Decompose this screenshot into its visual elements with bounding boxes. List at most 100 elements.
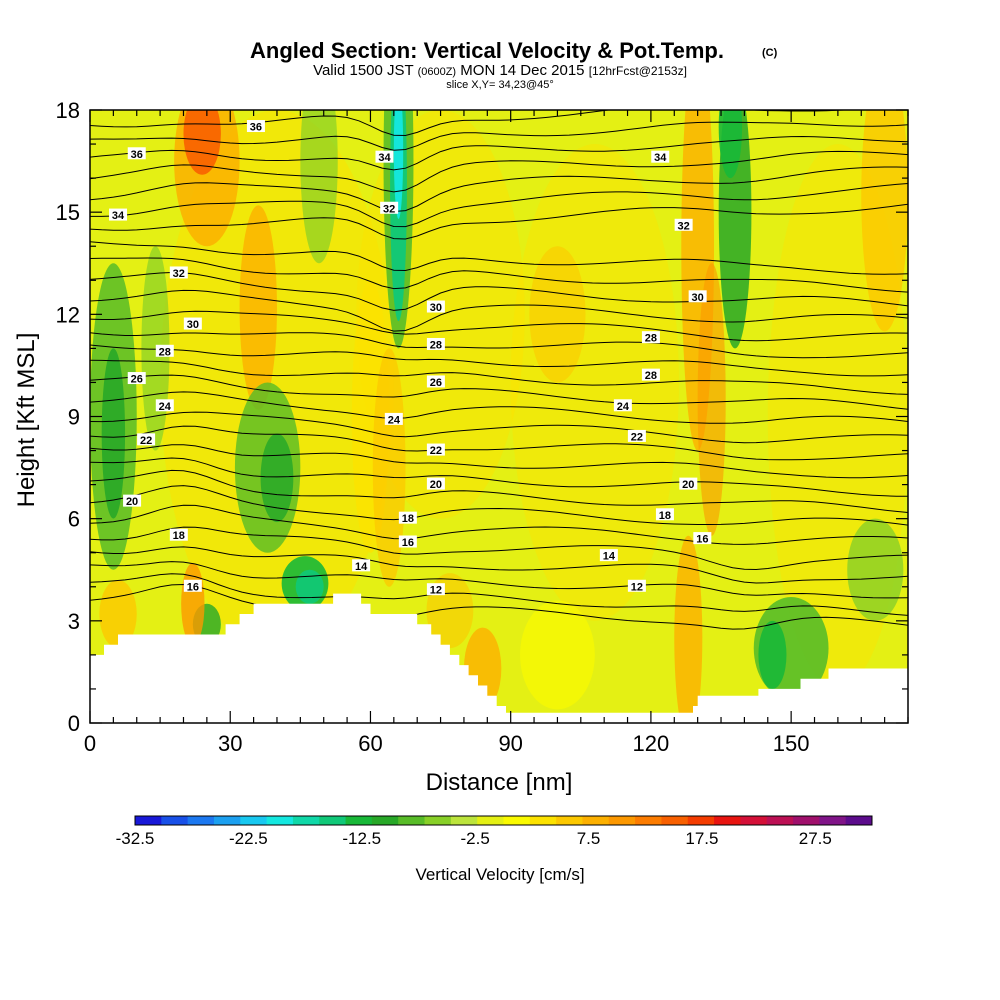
valid-prefix: Valid 1500 JST (313, 62, 413, 79)
colorbar-swatch (319, 816, 347, 825)
theta-contour-line (90, 425, 908, 461)
colorbar-tick-label: 7.5 (577, 829, 601, 848)
contour-label-bg (641, 331, 660, 344)
contour-label: 26 (426, 375, 445, 389)
contour-label: 14 (352, 559, 371, 573)
contour-label: 18 (655, 508, 674, 522)
contour-label: 18 (169, 528, 188, 542)
contour-label-bg (109, 208, 128, 221)
contour-label: 34 (651, 150, 670, 164)
contour-label-text: 26 (131, 374, 143, 386)
contour-label-bg (426, 477, 445, 490)
vertical-velocity-field (90, 110, 908, 723)
x-tick-label: 30 (218, 731, 242, 756)
contour-label: 22 (137, 433, 156, 447)
colorbar-tick-label: 27.5 (799, 829, 832, 848)
colorbar-swatch (450, 816, 478, 825)
contour-label-text: 34 (654, 152, 667, 164)
velocity-cell (697, 263, 726, 536)
contour-label-text: 32 (173, 268, 185, 280)
contour-label-bg (655, 508, 674, 521)
colorbar-swatch (793, 816, 820, 825)
theta-contour-line (90, 183, 908, 228)
contour-label-bg (384, 412, 403, 425)
contour-label-bg (169, 528, 188, 541)
contour-label-text: 30 (430, 302, 442, 314)
contour-label: 24 (384, 412, 403, 426)
y-tick-label: 6 (68, 507, 80, 532)
slice-info: slice X,Y= 34,23@45° (446, 79, 554, 91)
contour-label-text: 16 (402, 537, 414, 549)
x-tick-label: 0 (84, 731, 96, 756)
contour-label-text: 18 (402, 513, 414, 525)
theta-contour-line (90, 546, 908, 584)
contour-label-text: 28 (159, 346, 171, 358)
theta-contour-line (90, 469, 908, 513)
colorbar-swatch (608, 816, 636, 825)
contour-label: 16 (398, 535, 417, 549)
theta-contour-line (90, 457, 908, 497)
contour-label: 24 (613, 399, 632, 413)
contour-label-text: 34 (112, 210, 125, 222)
contour-label: 16 (693, 532, 712, 546)
contour-label: 22 (627, 429, 646, 443)
colorbar-swatch (714, 816, 741, 825)
velocity-cell (181, 562, 205, 645)
x-tick-label: 150 (773, 731, 810, 756)
contour-label: 12 (627, 579, 646, 593)
contour-label-text: 20 (682, 479, 694, 491)
colorbar-swatch (477, 816, 504, 825)
y-tick-label: 18 (56, 98, 80, 123)
velocity-cell (718, 110, 743, 179)
contour-label-text: 28 (430, 339, 442, 351)
colorbar-swatch (345, 816, 373, 825)
velocity-cell (372, 348, 406, 587)
y-tick-label: 3 (68, 609, 80, 634)
contour-label-text: 20 (430, 479, 442, 491)
contour-label-text: 12 (631, 581, 643, 593)
theta-contour-line (90, 344, 908, 377)
colorbar (134, 815, 873, 826)
contour-label-bg (679, 477, 698, 490)
contour-label-text: 24 (617, 401, 630, 413)
y-tick-label: 15 (56, 200, 80, 225)
contour-label-text: 18 (173, 530, 185, 542)
colorbar-swatch (845, 816, 873, 825)
valid-utc: (0600Z) (418, 66, 457, 78)
contour-label: 24 (155, 399, 174, 413)
contour-label-text: 34 (378, 152, 391, 164)
contour-label-bg (155, 399, 174, 412)
contour-label: 36 (127, 147, 146, 161)
valid-date: MON 14 Dec 2015 (460, 62, 584, 79)
velocity-cell (847, 518, 904, 621)
theta-contour-line (90, 526, 908, 571)
velocity-cell (529, 246, 586, 383)
contour-label: 30 (426, 300, 445, 314)
colorbar-tick-label: -22.5 (229, 829, 268, 848)
colorbar-swatch (503, 816, 531, 825)
contour-label-text: 26 (430, 377, 442, 389)
theta-contour-line (90, 203, 908, 240)
contour-label-text: 36 (131, 149, 143, 161)
contour-label-text: 14 (603, 551, 616, 563)
colorbar-tick-label: -12.5 (342, 829, 381, 848)
theta-contour-line (90, 374, 908, 410)
contour-label-bg (352, 559, 371, 572)
contour-label: 34 (109, 208, 128, 222)
axis-ticks (89, 109, 909, 724)
contour-label-text: 32 (383, 203, 395, 215)
colorbar-tick-labels: -32.5 -22.5 -12.5 -2.5 7.5 17.5 27.5 (116, 829, 832, 848)
theta-contour-line (90, 289, 908, 332)
colorbar-swatch (740, 816, 768, 825)
colorbar-swatch (819, 816, 847, 825)
x-axis-label: Distance [nm] (426, 769, 573, 796)
contour-label-bg (375, 150, 394, 163)
colorbar-tick-label: -2.5 (461, 829, 490, 848)
y-tick-labels: 0 3 6 9 12 15 18 (56, 98, 80, 736)
theta-contour-line (90, 166, 908, 213)
velocity-cell (674, 535, 703, 723)
contour-label-text: 24 (159, 401, 172, 413)
theta-contour-line (90, 485, 908, 526)
theta-contour-line (90, 310, 908, 342)
contour-label-text: 22 (631, 431, 643, 443)
